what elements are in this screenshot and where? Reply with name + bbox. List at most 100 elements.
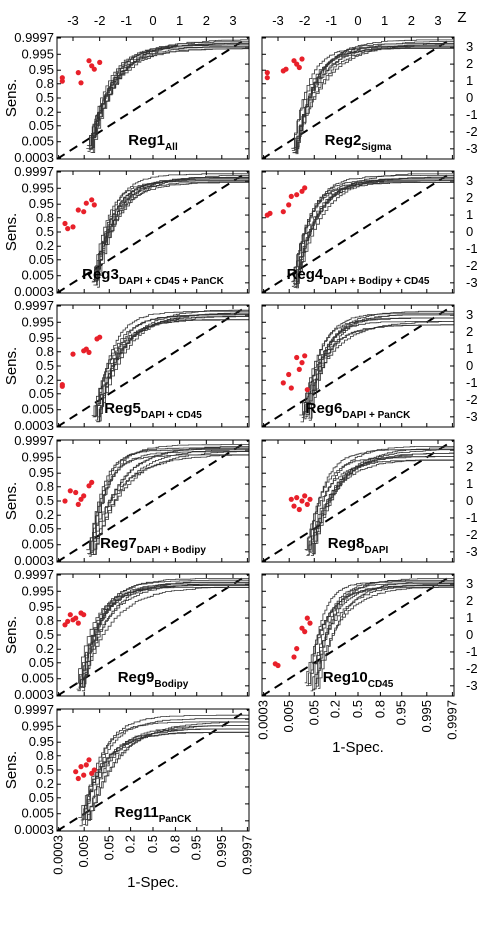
panel-title-subscript: DAPI + PanCK [342,410,411,421]
operating-point [280,380,286,386]
roc-panel-2: Reg2Sigma -3 -2 -1 0 1 2 3 -3 -2 -1 0 1 2 3 [261,13,478,160]
operating-point [91,767,97,773]
roc-curve [92,178,249,280]
operating-point [294,646,300,652]
z-tick-label: -1 [466,107,478,122]
panel-title-subscript: All [165,142,178,153]
roc-curve [308,447,454,552]
operating-point [97,59,103,65]
z-tick-label: -2 [466,124,478,139]
operating-point [283,66,289,72]
y-tick-label: 0.9997 [14,30,54,45]
roc-curve [96,309,249,423]
y-tick-label: 0.005 [21,537,54,552]
operating-point [91,66,97,72]
roc-curve [87,725,249,821]
roc-curve [295,180,454,283]
z-tick-label: 0 [466,627,473,642]
operating-point [302,353,308,359]
roc-curve [95,181,249,286]
y-tick-label: 0.5 [36,493,54,508]
x-tick-label: 0.995 [214,835,229,868]
y-tick-label: 0.0003 [14,687,54,702]
panel-title-subscript: Bodipy [154,679,188,690]
operating-point [86,58,92,64]
y-tick-label: 0.95 [29,330,54,345]
y-axis-label: Sens. [3,79,20,117]
operating-point [291,654,297,660]
chance-diagonal-line [57,440,249,562]
y-tick-label: 0.8 [36,210,54,225]
y-tick-label: 0.005 [21,806,54,821]
panel-title-main: Reg9 [118,669,155,686]
z-tick-label: -3 [466,409,478,424]
z-tick-label: 2 [466,459,473,474]
y-tick-label: 0.9997 [14,433,54,448]
panel-title-main: Reg5 [104,400,141,417]
roc-curve [91,43,249,153]
roc-panel-4: Reg4DAPI + Bodipy + CD45 -3 -2 -1 0 1 2 3 [261,170,478,294]
y-tick-label: 0.0003 [14,150,54,165]
y-axis-label: Sens. [3,482,20,520]
operating-point [73,769,79,775]
y-tick-label: 0.995 [21,180,54,195]
z-tick-label: 2 [466,324,473,339]
operating-point [299,498,305,504]
roc-curve [312,449,454,555]
chance-diagonal-line [262,440,454,562]
y-tick-label: 0.005 [21,134,54,149]
roc-curve [316,583,454,687]
operating-point [286,202,292,208]
roc-curve [94,173,249,282]
y-tick-label: 0.8 [36,344,54,359]
operating-point [304,501,310,507]
operating-point [288,496,294,502]
z-tick-label: -1 [466,241,478,256]
operating-point [75,620,81,626]
plot-area [262,171,454,293]
roc-curve [94,447,249,550]
z-tick-label-top: 2 [203,13,210,28]
y-tick-label: 0.005 [21,268,54,283]
z-tick-label-top: 0 [354,13,361,28]
z-tick-label: 3 [466,442,473,457]
roc-curve [293,175,454,288]
z-tick-label-top: 2 [408,13,415,28]
operating-point [299,56,305,62]
roc-curve [89,48,249,149]
x-tick-label: 0.5 [145,835,160,853]
x-tick-label: 0.9997 [239,835,254,875]
operating-point [89,197,95,203]
z-tick-label-top: 1 [176,13,183,28]
roc-curve [296,43,454,150]
y-tick-label: 0.995 [21,718,54,733]
panel-title: Reg8DAPI [328,535,389,556]
x-tick-label: 0.05 [306,700,321,725]
z-tick-label: 0 [466,224,473,239]
operating-point [89,479,95,485]
z-tick-label-top: -3 [272,13,284,28]
operating-point [78,80,84,86]
y-tick-label: 0.8 [36,748,54,763]
operating-point [302,629,308,635]
roc-curve [292,44,454,154]
operating-point [294,192,300,198]
roc-curve [310,580,454,692]
roc-curve [97,177,249,288]
operating-point [67,612,73,618]
y-tick-label: 0.9997 [14,567,54,582]
roc-curve [83,718,249,825]
y-tick-label: 0.0003 [14,418,54,433]
z-tick-label-top: 0 [149,13,156,28]
roc-curve [96,178,249,281]
roc-curve [294,39,454,153]
z-tick-label-top: -1 [121,13,133,28]
plot-area [57,709,249,831]
operating-point [286,371,292,378]
operating-point [73,615,79,621]
z-tick-label: -3 [466,141,478,156]
panel-title-main: Reg3 [82,266,119,283]
roc-curve [91,454,249,552]
roc-curve [93,449,249,555]
